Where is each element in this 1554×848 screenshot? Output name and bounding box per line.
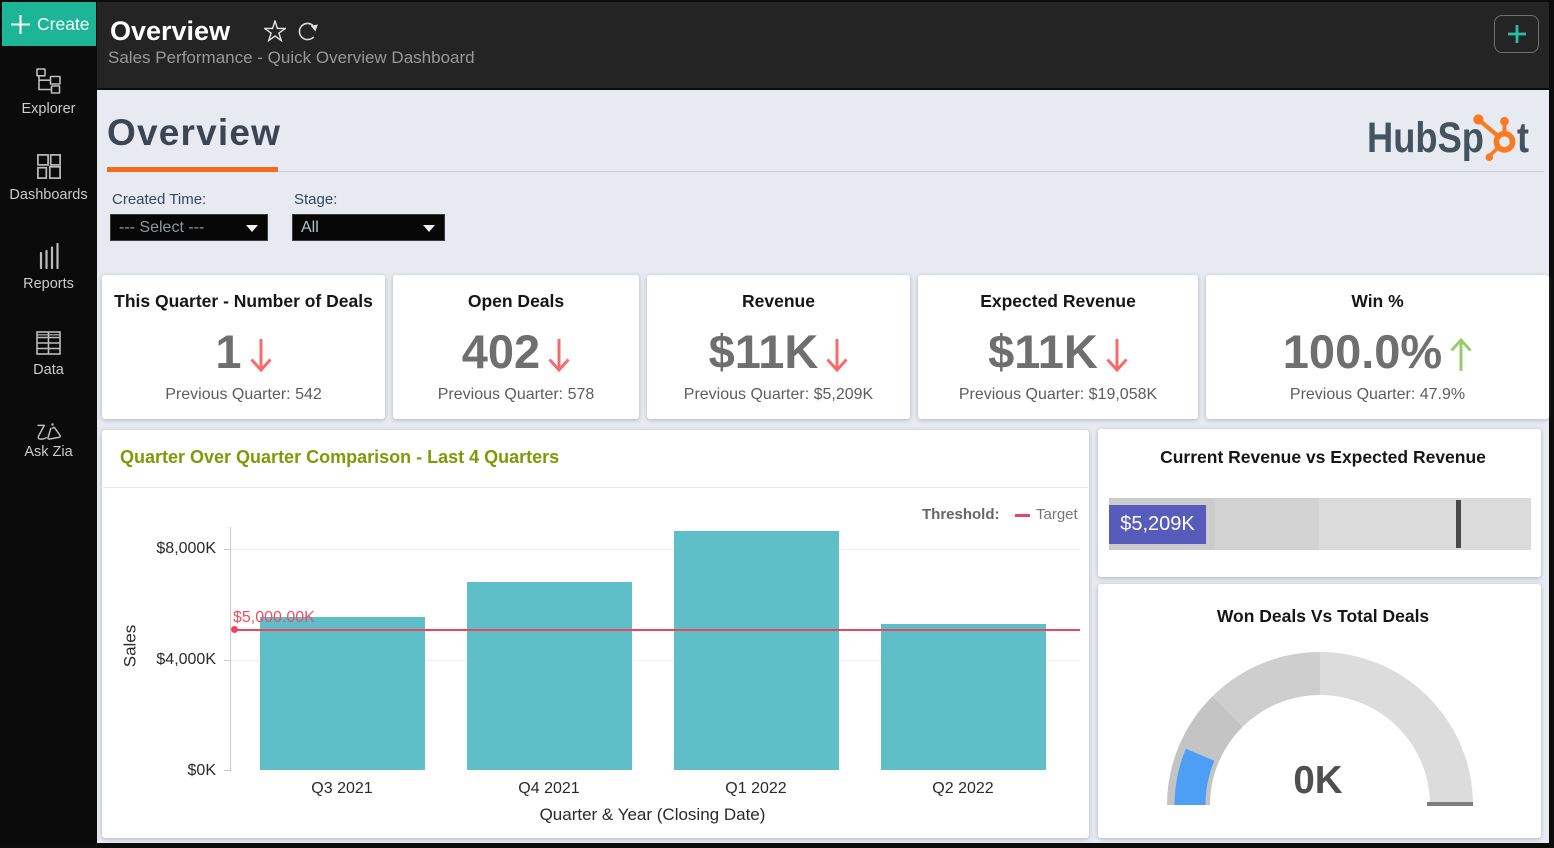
svg-text:HubSp: HubSp — [1367, 114, 1484, 162]
svg-text:0K: 0K — [1293, 759, 1342, 802]
svg-text:t: t — [1517, 114, 1529, 162]
